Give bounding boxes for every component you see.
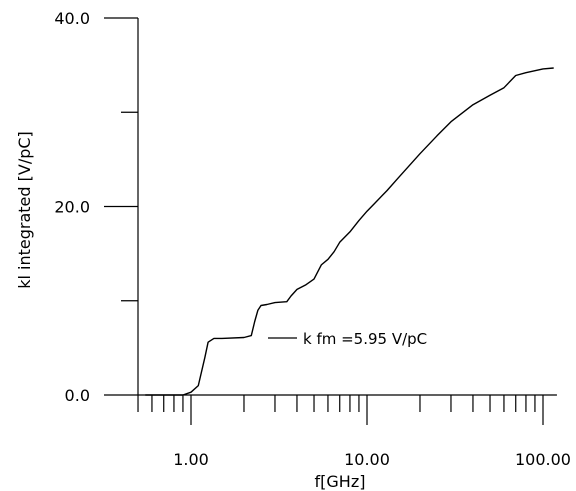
x-tick-label: 10.00 — [344, 450, 390, 469]
plot-series — [145, 67, 554, 396]
y-axis-title: kl integrated [V/pC] — [15, 131, 34, 289]
y-tick-label: 40.0 — [54, 9, 90, 28]
x-tick-label: 1.00 — [173, 450, 209, 469]
annotation-text: k fm =5.95 V/pC — [303, 330, 427, 348]
y-axis: 0.0 20.0 40.0 — [54, 9, 139, 405]
series-line — [145, 67, 554, 396]
x-axis: 1.00 10.00 100.00 — [137, 394, 571, 469]
x-axis-title: f[GHz] — [315, 472, 366, 491]
y-tick-label: 0.0 — [65, 386, 90, 405]
y-tick-label: 20.0 — [54, 198, 90, 217]
legend: k fm =5.95 V/pC — [268, 330, 427, 348]
x-tick-label: 100.00 — [515, 450, 571, 469]
